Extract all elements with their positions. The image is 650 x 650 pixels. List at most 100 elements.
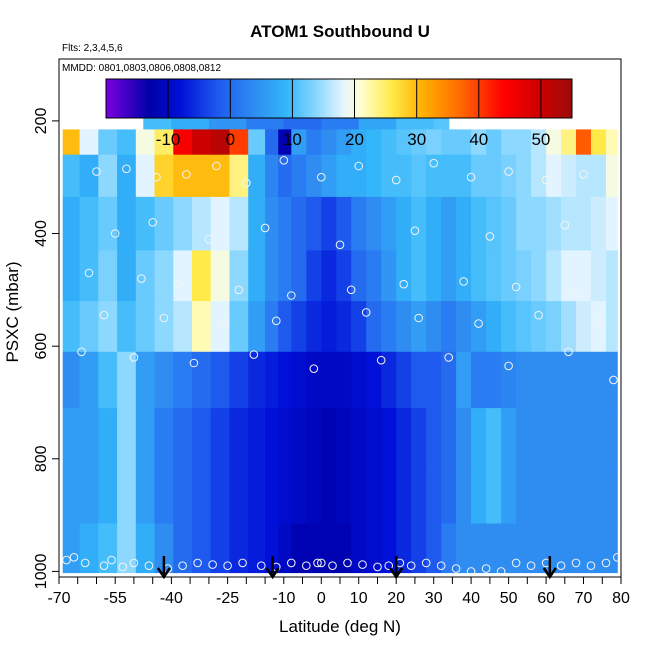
heatmap-cell: [173, 523, 193, 574]
sample-point: [287, 291, 296, 300]
colorbar-tick-label: 20: [345, 130, 364, 149]
heatmap-cell: [591, 467, 607, 525]
sample-point: [496, 567, 506, 576]
sample-point: [122, 164, 131, 174]
sample-point: [429, 158, 439, 168]
heatmap-cell: [381, 301, 397, 353]
heatmap-cell: [210, 196, 230, 251]
sample-point: [481, 564, 491, 573]
heatmap-cell: [154, 408, 174, 468]
flights-annotation: Flts: 2,3,4,5,6: [62, 43, 123, 54]
heatmap-cell: [192, 408, 212, 468]
heatmap-cell: [154, 467, 174, 525]
heatmap-cell: [561, 301, 577, 353]
sample-point: [129, 353, 139, 362]
sample-point: [594, 316, 603, 326]
heatmap-cell: [606, 250, 618, 302]
heatmap-cell: [278, 301, 292, 353]
y-tick-label: 1000: [33, 554, 50, 590]
sample-point: [541, 175, 551, 185]
heatmap-cell: [336, 523, 352, 574]
heatmap-cell: [441, 129, 457, 156]
heatmap-cell: [501, 351, 517, 409]
heatmap-cell: [576, 250, 592, 302]
heatmap-cell: [471, 154, 487, 198]
heatmap-cell: [173, 301, 193, 353]
dates-annotation: MMDD: 0801,0803,0806,0808,0812: [62, 63, 221, 74]
heatmap-cell: [321, 408, 337, 468]
heatmap-cell: [154, 154, 174, 198]
heatmap-cell: [117, 408, 137, 468]
sample-point: [99, 561, 109, 571]
heatmap-cell: [396, 408, 412, 468]
heatmap-cell: [291, 467, 307, 525]
heatmap-cell: [396, 129, 412, 156]
sample-point: [444, 353, 454, 362]
heatmap-cell: [366, 196, 382, 251]
sample-point: [317, 558, 326, 568]
heatmap-cell: [265, 250, 279, 302]
sample-point: [189, 358, 199, 368]
heatmap-cell: [62, 351, 81, 409]
colorbar-bar: [105, 78, 573, 119]
heatmap-cell: [336, 351, 352, 409]
heatmap-cell: [486, 196, 502, 251]
heatmap-cell: [426, 351, 442, 409]
heatmap-cell: [117, 301, 137, 353]
heatmap-cell: [79, 351, 99, 409]
heatmap-cell: [62, 250, 81, 302]
sample-point: [511, 558, 521, 568]
heatmap-cell: [441, 408, 457, 468]
heatmap-cell: [229, 408, 249, 468]
heatmap-cell: [192, 467, 212, 525]
heatmap-cell: [381, 523, 397, 574]
heatmap-cell: [117, 154, 137, 198]
heatmap-cell: [265, 154, 279, 198]
heatmap-cell: [486, 523, 502, 574]
sample-point: [328, 561, 337, 571]
sample-point: [178, 561, 187, 571]
heatmap-cell: [516, 523, 532, 574]
colorbar-tick-label: 0: [226, 130, 235, 149]
heatmap-cell: [98, 154, 118, 198]
heatmap-cell: [516, 351, 532, 409]
heatmap-cell: [396, 523, 412, 574]
heatmap-cell: [210, 351, 230, 409]
heatmap-cell: [546, 196, 562, 251]
heatmap-cell: [546, 301, 562, 353]
heatmap-cell: [336, 250, 352, 302]
heatmap-cell: [98, 196, 118, 251]
heatmap-cell: [606, 301, 618, 353]
heatmap-cell: [426, 523, 442, 574]
heatmap-cell: [265, 351, 279, 409]
sample-point: [287, 558, 296, 568]
heatmap-cell: [366, 250, 382, 302]
sample-point: [92, 167, 101, 176]
sample-point: [571, 558, 581, 568]
sample-point: [223, 561, 232, 571]
heatmap-cell: [441, 523, 457, 574]
sample-point: [279, 156, 289, 165]
sample-point: [354, 161, 364, 171]
sample-point: [504, 361, 513, 371]
heatmap-cell: [135, 523, 156, 574]
sample-point: [309, 364, 319, 374]
sample-point: [436, 561, 446, 571]
heatmap-cell: [441, 351, 457, 409]
heatmap-cell: [351, 196, 367, 251]
sample-point: [212, 161, 221, 171]
heatmap-cell: [79, 301, 99, 353]
sample-point: [361, 308, 371, 317]
heatmap-cell: [306, 129, 322, 156]
heatmap-cell: [456, 467, 472, 525]
heatmap-cell: [426, 467, 442, 525]
heatmap-cell: [117, 351, 137, 409]
sample-point: [249, 350, 259, 359]
heatmap-cell: [278, 196, 292, 251]
heatmap-cell: [192, 196, 212, 251]
colorbar-tick-label: 40: [469, 130, 488, 149]
x-tick-label: -40: [160, 590, 183, 607]
heatmap-cell: [561, 129, 577, 156]
heatmap-cell: [351, 351, 367, 409]
heatmap-cell: [229, 467, 249, 525]
